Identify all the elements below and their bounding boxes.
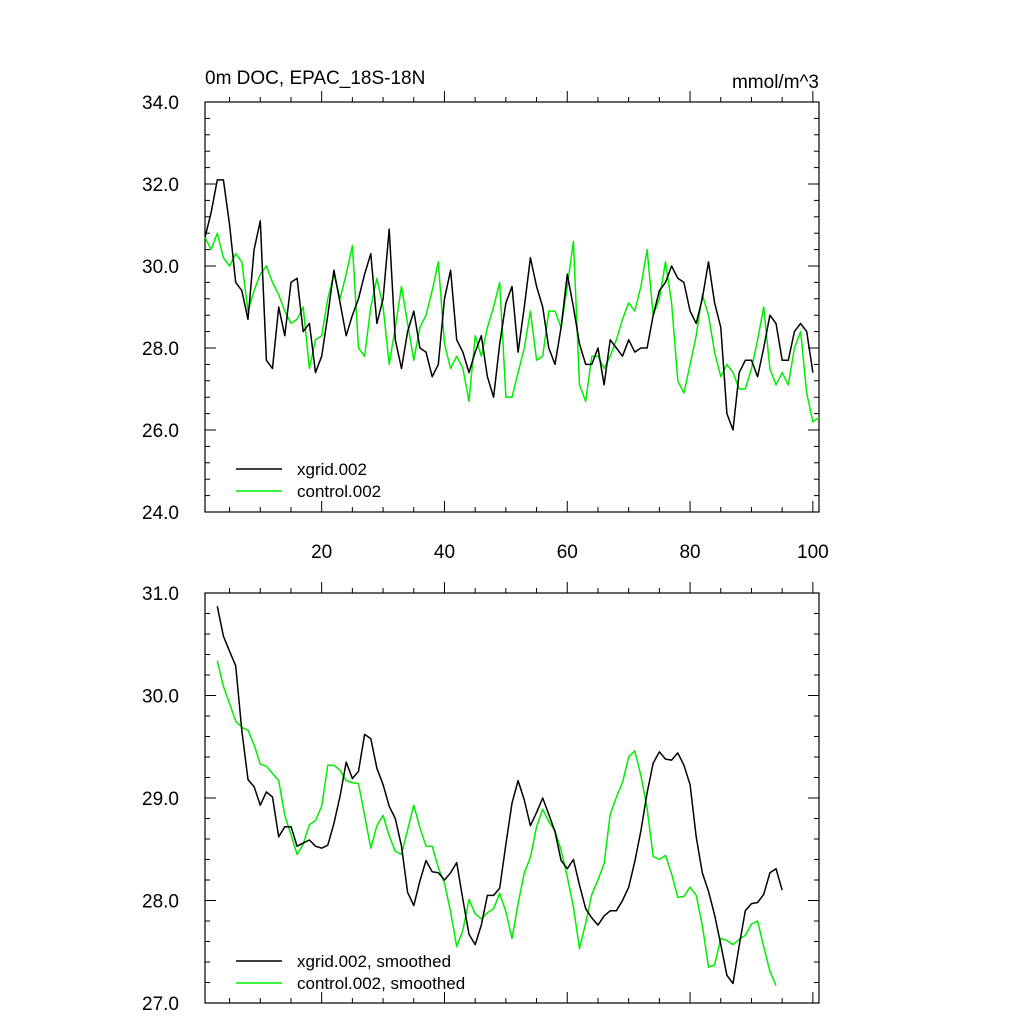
top-chart-units: mmol/m^3 — [732, 72, 819, 93]
series-line-xgrid-002-smoothed — [216, 606, 783, 985]
top-plot-frame — [204, 101, 820, 513]
legend-label-xgrid: xgrid.002 — [297, 460, 367, 479]
x-tick-label: 60 — [557, 542, 578, 563]
y-tick-label: 27.0 — [142, 994, 179, 1015]
y-tick-label: 34.0 — [142, 93, 179, 114]
top-x-axis: 20 40 60 80 100 — [229, 91, 829, 563]
y-tick-label: 28.0 — [142, 339, 179, 360]
bottom-legend: xgrid.002, smoothed control.002, smoothe… — [236, 952, 465, 993]
y-tick-label: 31.0 — [142, 584, 179, 605]
y-tick-label: 30.0 — [142, 257, 179, 278]
legend-label-control-smoothed: control.002, smoothed — [297, 974, 465, 993]
y-tick-label: 28.0 — [142, 892, 179, 913]
top-y-axis: 24.0 26.0 28.0 30.0 32.0 34.0 — [142, 93, 819, 524]
top-series-lines — [204, 179, 820, 431]
y-tick-label: 32.0 — [142, 175, 179, 196]
y-tick-label: 26.0 — [142, 421, 179, 442]
top-chart-title: 0m DOC, EPAC_18S-18N — [205, 68, 425, 89]
x-tick-label: 100 — [797, 542, 829, 563]
series-line-control-002 — [204, 232, 820, 423]
x-tick-label: 80 — [679, 542, 700, 563]
bottom-plot-frame — [204, 592, 820, 1004]
y-tick-label: 30.0 — [142, 687, 179, 708]
y-tick-label: 24.0 — [142, 503, 179, 524]
x-tick-label: 40 — [434, 542, 455, 563]
top-legend: xgrid.002 control.002 — [236, 460, 381, 501]
bottom-y-axis: 27.0 28.0 29.0 30.0 31.0 — [142, 584, 819, 1015]
legend-label-xgrid-smoothed: xgrid.002, smoothed — [297, 952, 451, 971]
bottom-panel: 27.0 28.0 29.0 30.0 31.0 xgrid.002, smoothed… — [142, 582, 820, 1015]
legend-label-control: control.002 — [297, 482, 381, 501]
x-tick-label: 20 — [311, 542, 332, 563]
series-line-control-002-smoothed — [216, 660, 777, 986]
y-tick-label: 29.0 — [142, 789, 179, 810]
top-panel: 0m DOC, EPAC_18S-18N mmol/m^3 24.0 26.0 28… — [142, 68, 829, 563]
series-line-xgrid-002 — [204, 179, 814, 431]
bottom-series-lines — [216, 606, 783, 986]
bottom-x-axis — [229, 582, 814, 1003]
